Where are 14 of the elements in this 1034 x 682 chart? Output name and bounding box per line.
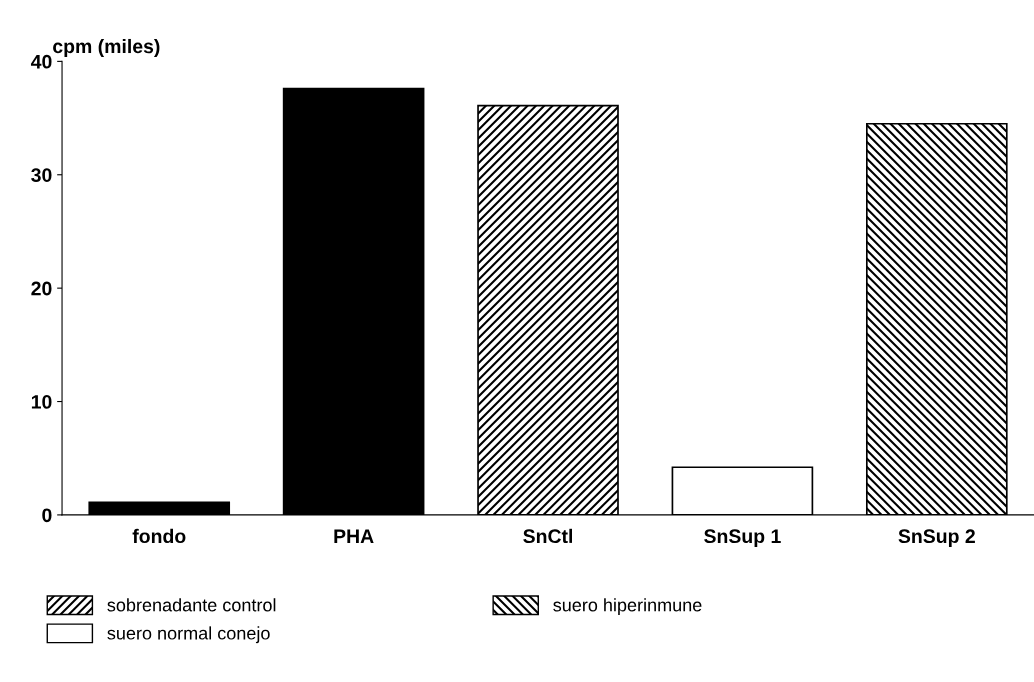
legend-label: sobrenadante control [107,598,276,612]
y-axis-title: cpm (miles) [53,38,160,58]
legend-label: suero hiperinmune [553,598,702,616]
x-tick-label: fondo [132,528,186,544]
y-tick-label: 20 [31,281,52,296]
y-tick-label: 0 [42,508,52,523]
y-tick-label: 30 [31,168,52,183]
x-tick-label: PHA [334,529,374,543]
y-tick-label: 40 [30,54,52,69]
x-tick-label: SnSup 2 [898,529,975,547]
legend-label: suero normal conejo [107,626,270,644]
x-tick-label: SnCtl [523,528,573,544]
x-tick-label: SnSup 1 [704,529,781,547]
y-tick-label: 10 [31,395,52,409]
